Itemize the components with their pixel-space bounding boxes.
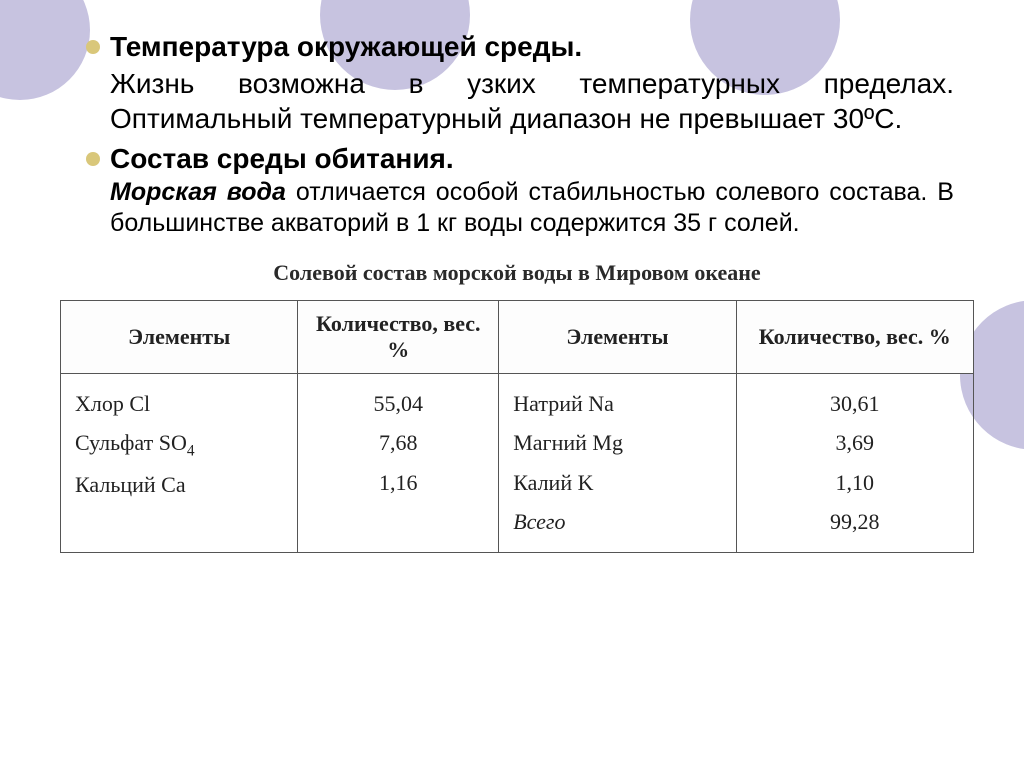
heading-1: Температура окружающей среды. xyxy=(110,30,582,64)
table-total-value: 99,28 xyxy=(751,502,959,542)
table-value: 7,68 xyxy=(312,423,484,463)
table-section: Солевой состав морской воды в Мировом ок… xyxy=(0,260,1024,553)
left-elements-cell: Хлор ClСульфат SO4Кальций Ca xyxy=(61,373,298,552)
bullet-item-1: Температура окружающей среды. xyxy=(110,30,954,64)
table-value: 1,10 xyxy=(751,463,959,503)
table-title: Солевой состав морской воды в Мировом ок… xyxy=(60,260,974,286)
col-header-2: Количество, вес. % xyxy=(298,300,499,373)
table-element: Кальций Ca xyxy=(75,465,283,505)
table-element: Сульфат SO4 xyxy=(75,423,283,465)
paragraph-1: Жизнь возможна в узких температурных пре… xyxy=(110,66,954,136)
slide-content: Температура окружающей среды. Жизнь возм… xyxy=(0,0,1024,240)
bullet-item-2: Состав среды обитания. xyxy=(110,142,954,176)
right-values-cell: 30,613,691,1099,28 xyxy=(736,373,973,552)
bullet-icon xyxy=(86,152,100,166)
table-element: Натрий Na xyxy=(513,384,721,424)
left-values-cell: 55,047,681,16 xyxy=(298,373,499,552)
table-element: Хлор Cl xyxy=(75,384,283,424)
right-elements-cell: Натрий NaМагний MgКалий KВсего xyxy=(499,373,736,552)
table-value: 55,04 xyxy=(312,384,484,424)
table-element: Магний Mg xyxy=(513,423,721,463)
para2-emphasis: Морская вода xyxy=(110,178,286,206)
table-body-row: Хлор ClСульфат SO4Кальций Ca 55,047,681,… xyxy=(61,373,974,552)
table-header-row: Элементы Количество, вес. % Элементы Кол… xyxy=(61,300,974,373)
salt-composition-table: Элементы Количество, вес. % Элементы Кол… xyxy=(60,300,974,553)
table-value: 30,61 xyxy=(751,384,959,424)
col-header-1: Элементы xyxy=(61,300,298,373)
paragraph-2: Морская вода отличается особой стабильно… xyxy=(110,177,954,240)
table-element: Калий K xyxy=(513,463,721,503)
table-value: 1,16 xyxy=(312,463,484,503)
table-total-label: Всего xyxy=(513,502,721,542)
col-header-3: Элементы xyxy=(499,300,736,373)
col-header-4: Количество, вес. % xyxy=(736,300,973,373)
table-value: 3,69 xyxy=(751,423,959,463)
bullet-icon xyxy=(86,40,100,54)
heading-2: Состав среды обитания. xyxy=(110,142,454,176)
